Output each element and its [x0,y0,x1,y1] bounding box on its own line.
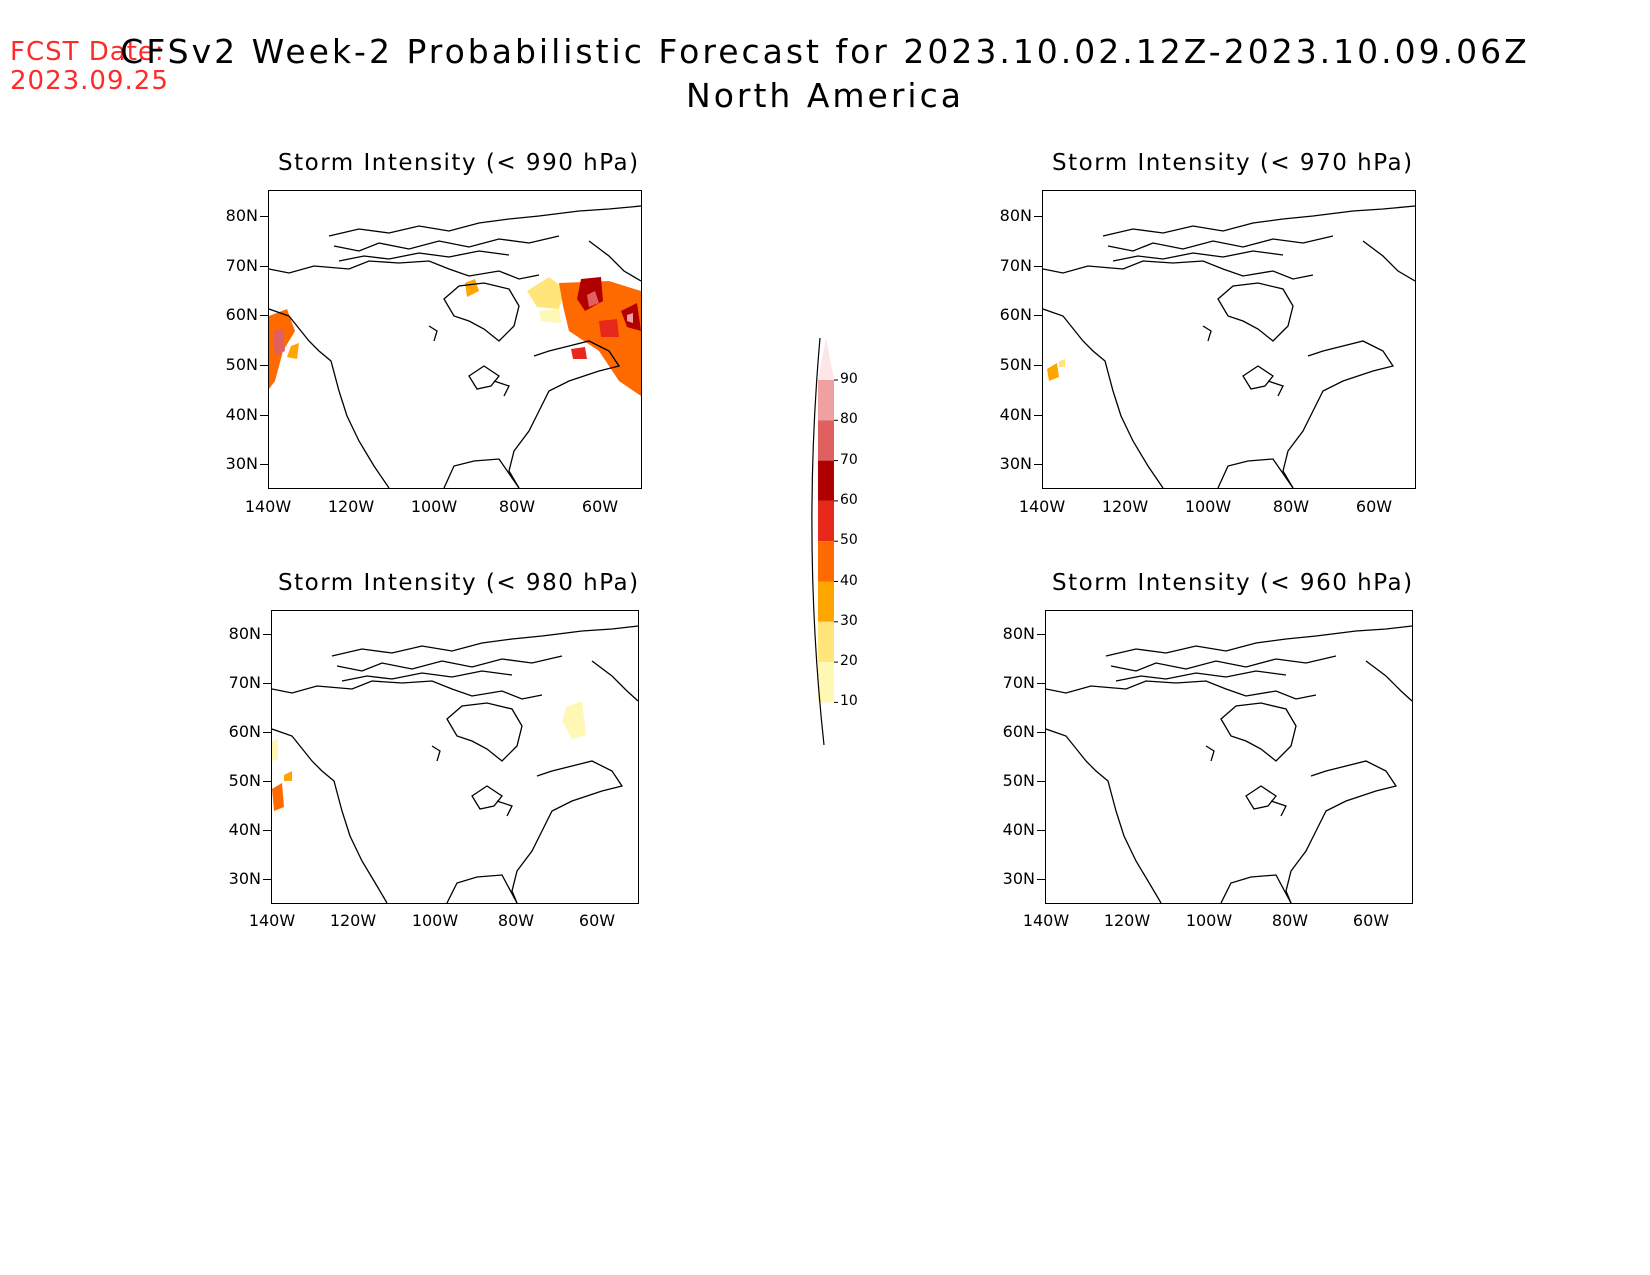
colorbar-level-label: 10 [840,693,858,710]
map-990-svg [269,205,641,488]
colorbar-segment [818,420,834,461]
map-panel-980 [271,610,639,904]
lat-label: 60N [228,722,261,741]
lon-label: 100W [1185,911,1233,930]
lon-label: 120W [1103,911,1151,930]
lat-label: 80N [228,624,261,643]
lon-label: 60W [581,497,619,516]
lat-label: 60N [999,305,1032,324]
colorbar-segment [818,460,834,501]
lon-label: 80W [1271,911,1309,930]
colorbar-segment [818,541,834,582]
lat-label: 70N [228,673,261,692]
lon-label: 100W [1184,497,1232,516]
map-980-svg [272,625,638,903]
lat-label: 80N [1002,624,1035,643]
colorbar-segment [818,500,834,542]
colorbar-level-label: 90 [840,371,858,387]
title-line2: North America [686,76,964,115]
colorbar-level-label: 40 [840,572,858,589]
lon-label: 60W [1352,911,1390,930]
map-970-svg [1043,205,1415,488]
lat-label: 50N [225,355,258,374]
lat-label: 80N [225,206,258,225]
colorbar-top-triangle [818,338,834,380]
lon-label: 140W [1018,497,1066,516]
lat-label: 40N [228,820,261,839]
colorbar: 90 80 70 60 50 40 30 20 10 [798,335,908,750]
lon-label: 60W [1355,497,1393,516]
lat-label: 30N [228,869,261,888]
lat-label: 70N [1002,673,1035,692]
map-960-svg [1046,625,1412,903]
lat-label: 40N [999,405,1032,424]
colorbar-level-label: 80 [840,411,858,428]
lon-label: 120W [1101,497,1149,516]
lon-label: 140W [248,911,296,930]
lat-label: 50N [228,771,261,790]
lat-label: 60N [1002,722,1035,741]
title-line1: CFSv2 Week-2 Probabilistic Forecast for … [120,32,1530,71]
lon-label: 60W [578,911,616,930]
lat-label: 40N [1002,820,1035,839]
lat-label: 80N [999,206,1032,225]
lat-label: 30N [999,454,1032,473]
lon-label: 100W [411,911,459,930]
lat-label: 50N [999,355,1032,374]
colorbar-level-label: 30 [840,612,858,629]
lat-label: 30N [225,454,258,473]
panel-title-960: Storm Intensity (< 960 hPa) [1052,570,1414,596]
coastline-960 [1046,625,1412,903]
lon-label: 140W [1022,911,1070,930]
map-panel-960 [1045,610,1413,904]
colorbar-level-label: 70 [840,451,858,468]
coastline-970 [1043,205,1415,488]
lat-label: 30N [1002,869,1035,888]
colorbar-segment [818,621,834,663]
coastline-990 [269,205,641,488]
page-title: CFSv2 Week-2 Probabilistic Forecast for … [0,30,1650,118]
lon-label: 120W [327,497,375,516]
coastline-980 [272,625,638,903]
fcst-date-label: FCST Date: [10,37,165,67]
colorbar-outline [811,337,825,746]
lat-label: 70N [999,256,1032,275]
lon-label: 100W [410,497,458,516]
fcst-date-value: 2023.09.25 [10,66,169,96]
lon-label: 80W [497,911,535,930]
colorbar-svg [811,337,838,746]
lon-label: 140W [244,497,292,516]
colorbar-level-label: 50 [840,532,858,549]
lat-label: 70N [225,256,258,275]
colorbar-level-label: 20 [840,653,858,670]
fcst-date: FCST Date: 2023.09.25 [10,38,169,96]
panel-title-980: Storm Intensity (< 980 hPa) [278,570,640,596]
lon-label: 80W [498,497,536,516]
map-panel-970 [1042,190,1416,489]
map-panel-990 [268,190,642,489]
lat-label: 50N [1002,771,1035,790]
lat-label: 60N [225,305,258,324]
colorbar-level-label: 60 [840,491,858,508]
lon-label: 120W [329,911,377,930]
lat-label: 40N [225,405,258,424]
colorbar-segment [818,662,834,703]
panel-title-990: Storm Intensity (< 990 hPa) [278,150,640,176]
colorbar-segment [818,581,834,622]
panel-title-970: Storm Intensity (< 970 hPa) [1052,150,1414,176]
colorbar-segment [818,380,834,421]
lon-label: 80W [1272,497,1310,516]
